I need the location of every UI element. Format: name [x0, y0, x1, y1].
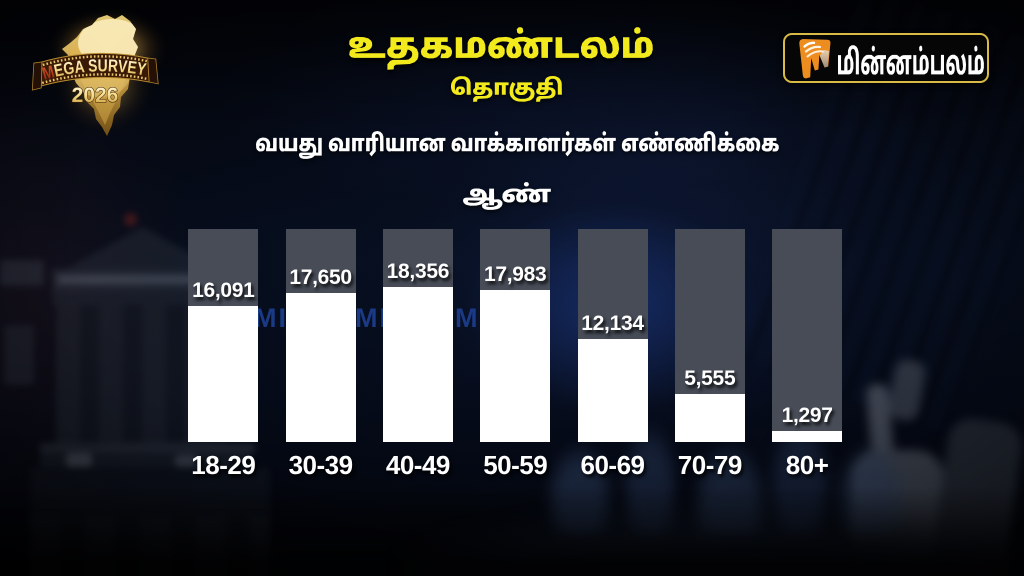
svg-text:2026: 2026 [72, 84, 119, 107]
